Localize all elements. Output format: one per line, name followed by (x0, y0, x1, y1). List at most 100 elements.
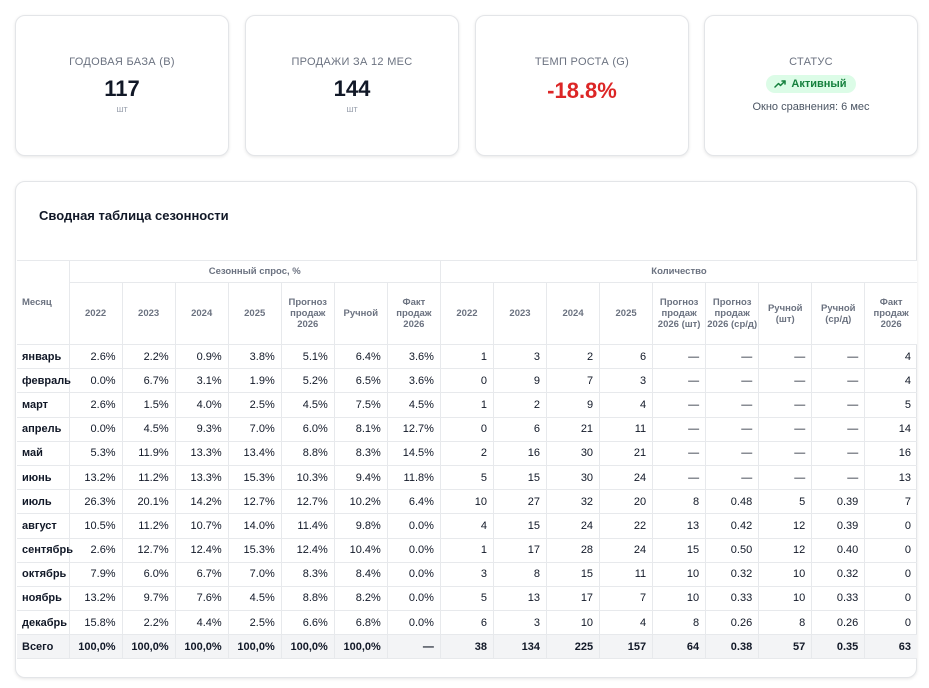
cell-seasonal: 5.2% (280, 368, 335, 394)
cell-seasonal: 2.6% (68, 537, 123, 563)
cell-seasonal: 10.3% (280, 464, 335, 491)
cell-quantity: 57 (758, 634, 813, 660)
cell-seasonal: 8.3% (333, 440, 388, 466)
cell-quantity: 22 (599, 513, 654, 539)
cell-seasonal: 2.2% (121, 343, 176, 370)
kpi-card-sales: Продажи за 12 мес 144 шт (245, 15, 459, 156)
cell-seasonal: 4.5% (386, 392, 441, 418)
cell-seasonal: 11.4% (280, 513, 335, 539)
cell-quantity: 0 (864, 610, 917, 636)
cell-seasonal: 7.6% (174, 585, 229, 612)
seasonality-panel: Сводная таблица сезонности Месяц Сезонны… (15, 181, 917, 678)
cell-quantity: — (652, 368, 707, 394)
table-row-total: Всего 100,0% 100,0% 100,0% 100,0% 100,0% 100,0… (17, 634, 917, 660)
cell-quantity: 24 (599, 464, 654, 491)
cell-quantity: 4 (864, 368, 917, 394)
cell-quantity: 28 (546, 537, 601, 563)
cell-quantity: 2 (492, 392, 548, 418)
table-row: август 10.5% 11.2% 10.7% 14.0% 11.4% 9.8% 0.0% 4… (17, 513, 917, 539)
cell-quantity: 5 (439, 585, 494, 612)
cell-quantity: — (811, 416, 866, 442)
cell-seasonal: 2.5% (227, 610, 282, 636)
cell-quantity: — (758, 464, 813, 491)
column-header: 2022 (439, 282, 494, 345)
cell-quantity: 63 (864, 634, 917, 660)
table-row: март 2.6% 1.5% 4.0% 2.5% 4.5% 7.5% 4.5% 1 2 9 4— — — —… (17, 392, 917, 418)
cell-quantity: — (652, 464, 707, 491)
cell-seasonal: 8.4% (333, 561, 388, 587)
kpi-card-status: Статус Активный Окно сравнения: 6 мес (704, 15, 918, 156)
cell-seasonal: 8.3% (280, 561, 335, 587)
cell-quantity: 0.48 (705, 489, 760, 515)
cell-quantity: — (705, 440, 760, 466)
cell-seasonal: 12.4% (280, 537, 335, 563)
cell-quantity: 3 (599, 368, 654, 394)
cell-quantity: 15 (546, 561, 601, 587)
cell-quantity: 4 (864, 343, 917, 370)
column-header: Ручной (ср/д) (811, 282, 866, 345)
cell-seasonal: 2.5% (227, 392, 282, 418)
cell-quantity: 4 (599, 610, 654, 636)
table-row: ноябрь 13.2% 9.7% 7.6% 4.5% 8.8% 8.2% 0.0% 5 13 17… (17, 585, 917, 612)
cell-quantity: 0 (864, 585, 917, 612)
cell-quantity: — (705, 464, 760, 491)
table-row: февраль 0.0% 6.7% 3.1% 1.9% 5.2% 6.5% 3.6% 0 9 7 3—… (17, 368, 917, 394)
cell-quantity: 11 (599, 416, 654, 442)
cell-seasonal: 0.0% (386, 513, 441, 539)
cell-seasonal: 7.5% (333, 392, 388, 418)
cell-quantity: 10 (546, 610, 601, 636)
kpi-label: Темп роста (G) (534, 56, 630, 68)
cell-seasonal: 2.2% (121, 610, 176, 636)
cell-seasonal: 8.8% (280, 440, 335, 466)
cell-quantity: 38 (439, 634, 494, 660)
cell-seasonal: 100,0% (121, 634, 176, 660)
cell-quantity: 157 (599, 634, 654, 660)
column-header: Ручной (333, 282, 388, 345)
cell-quantity: 0.32 (705, 561, 760, 587)
cell-seasonal: 7.9% (68, 561, 123, 587)
cell-quantity: — (705, 416, 760, 442)
cell-quantity: 16 (492, 440, 548, 466)
cell-seasonal: 4.5% (227, 585, 282, 612)
cell-seasonal: 4.0% (174, 392, 229, 418)
cell-quantity: 7 (864, 489, 917, 515)
cell-quantity: 6 (492, 416, 548, 442)
cell-quantity: 5 (439, 464, 494, 491)
cell-quantity: 11 (599, 561, 654, 587)
cell-quantity: — (652, 343, 707, 370)
cell-quantity: — (811, 343, 866, 370)
cell-seasonal: 1.5% (121, 392, 176, 418)
cell-quantity: 10 (652, 561, 707, 587)
cell-quantity: 3 (439, 561, 494, 587)
cell-quantity: 0.39 (811, 513, 866, 539)
cell-seasonal: 6.7% (174, 561, 229, 587)
cell-seasonal: — (386, 634, 441, 660)
cell-seasonal: 6.7% (121, 368, 176, 394)
cell-seasonal: 13.3% (174, 464, 229, 491)
cell-quantity: 8 (652, 489, 707, 515)
cell-seasonal: 6.0% (280, 416, 335, 442)
cell-quantity: 16 (864, 440, 917, 466)
cell-seasonal: 26.3% (68, 489, 123, 515)
cell-seasonal: 6.5% (333, 368, 388, 394)
column-header: 2025 (599, 282, 654, 345)
row-month: Всего (17, 634, 70, 660)
column-header-month: Месяц (17, 260, 70, 345)
cell-quantity: 7 (599, 585, 654, 612)
cell-seasonal: 10.2% (333, 489, 388, 515)
cell-seasonal: 7.0% (227, 561, 282, 587)
cell-quantity: 225 (546, 634, 601, 660)
cell-seasonal: 14.0% (227, 513, 282, 539)
cell-seasonal: 11.9% (121, 440, 176, 466)
column-header: 2024 (174, 282, 229, 345)
column-header: 2024 (546, 282, 601, 345)
table-row: июнь 13.2% 11.2% 13.3% 15.3% 10.3% 9.4% 11.8% 5 1… (17, 464, 917, 491)
cell-seasonal: 7.0% (227, 416, 282, 442)
cell-seasonal: 0.0% (386, 561, 441, 587)
cell-quantity: 0.40 (811, 537, 866, 563)
cell-quantity: 12 (758, 537, 813, 563)
cell-seasonal: 0.0% (386, 585, 441, 612)
cell-quantity: 0.35 (811, 634, 866, 660)
column-header: 2023 (121, 282, 176, 345)
cell-quantity: 64 (652, 634, 707, 660)
